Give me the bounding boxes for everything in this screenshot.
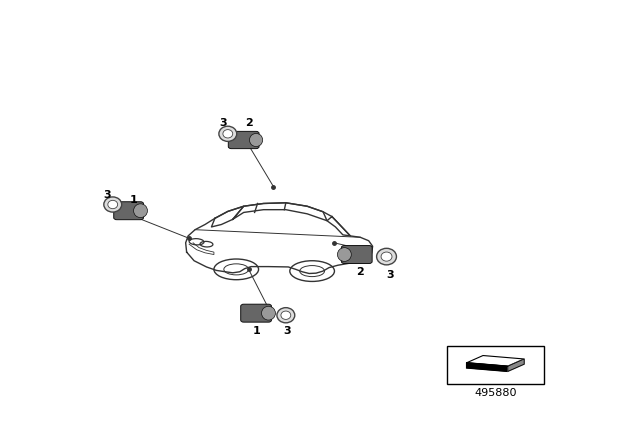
Text: 3: 3 bbox=[386, 270, 394, 280]
Text: 1: 1 bbox=[252, 326, 260, 336]
Text: 1: 1 bbox=[130, 195, 138, 205]
Ellipse shape bbox=[376, 248, 396, 265]
Polygon shape bbox=[467, 356, 524, 366]
Ellipse shape bbox=[381, 252, 392, 261]
Ellipse shape bbox=[337, 248, 351, 262]
Ellipse shape bbox=[134, 204, 147, 218]
Polygon shape bbox=[508, 359, 524, 371]
Ellipse shape bbox=[262, 306, 275, 320]
Ellipse shape bbox=[281, 311, 291, 319]
Ellipse shape bbox=[277, 308, 295, 323]
Ellipse shape bbox=[108, 200, 118, 209]
FancyBboxPatch shape bbox=[341, 246, 372, 263]
Bar bbox=[447, 346, 544, 384]
FancyBboxPatch shape bbox=[114, 202, 143, 220]
Ellipse shape bbox=[104, 197, 122, 212]
FancyBboxPatch shape bbox=[241, 304, 271, 322]
Text: 2: 2 bbox=[356, 267, 364, 277]
Text: 3: 3 bbox=[103, 190, 111, 200]
Text: 495880: 495880 bbox=[474, 388, 516, 398]
Ellipse shape bbox=[250, 134, 262, 146]
Ellipse shape bbox=[219, 126, 237, 142]
FancyBboxPatch shape bbox=[228, 131, 259, 149]
Text: 3: 3 bbox=[219, 118, 227, 128]
Text: 3: 3 bbox=[284, 326, 291, 336]
Ellipse shape bbox=[223, 129, 233, 138]
Polygon shape bbox=[467, 363, 508, 371]
Text: 2: 2 bbox=[244, 118, 253, 128]
